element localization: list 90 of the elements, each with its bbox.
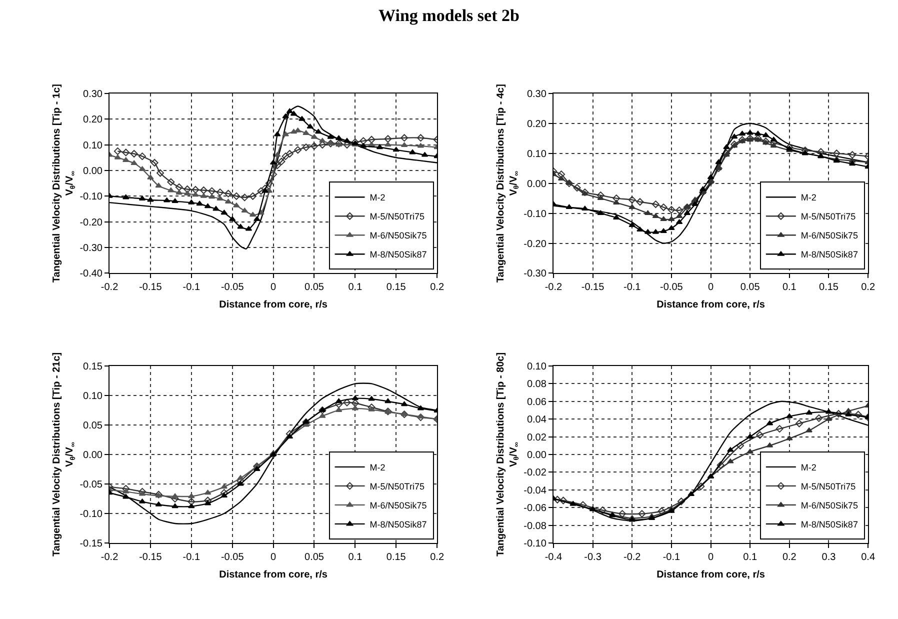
legend-label: M-5/N50Tri75	[370, 481, 424, 492]
y-tick-label: -0.30	[80, 243, 103, 254]
y-tick-label: 0.30	[83, 88, 103, 100]
y-tick-label: 0.02	[526, 432, 547, 444]
x-tick-label: -0.2	[623, 552, 642, 563]
y-tick-label: -0.08	[524, 520, 547, 532]
x-axis-title: Distance from core, r/s	[656, 300, 766, 311]
x-tick-label: -0.1	[182, 552, 200, 563]
x-tick-label: 0.1	[348, 282, 363, 294]
x-tick-label: -0.1	[623, 282, 642, 294]
legend-label: M-5/N50Tri75	[800, 481, 856, 492]
x-tick-label: 0.1	[782, 282, 797, 294]
y-tick-label: 0.00	[526, 178, 547, 190]
y-tick-label: 0.20	[526, 118, 547, 130]
x-axis-title: Distance from core, r/s	[656, 569, 766, 580]
x-tick-label: 0	[708, 282, 714, 294]
legend-label: M-2	[800, 192, 816, 203]
x-tick-label: -0.2	[100, 282, 119, 294]
x-tick-label: -0.15	[139, 282, 162, 294]
x-tick-label: 0	[270, 282, 277, 294]
y-tick-label: -0.40	[80, 268, 103, 280]
x-axis-title: Distance from core, r/s	[219, 300, 328, 311]
x-tick-label: 0.05	[304, 552, 324, 563]
y-tick-label: 0.04	[526, 414, 547, 426]
y-tick-label: -0.05	[80, 479, 103, 490]
y-tick-label: 0.00	[526, 450, 547, 461]
x-tick-label: -0.1	[662, 552, 680, 563]
y-tick-label: 0.30	[526, 88, 547, 100]
x-tick-label: -0.15	[139, 552, 162, 563]
y-tick-label: -0.06	[524, 503, 547, 514]
x-tick-label: 0	[270, 552, 277, 563]
legend-label: M-2	[370, 192, 386, 203]
legend-label: M-6/N50Sik75	[800, 230, 858, 241]
y-tick-label: 0.06	[526, 396, 547, 408]
chart-title: Wing models set 2b	[378, 6, 520, 26]
y-tick-label: 0.15	[83, 361, 103, 372]
y-tick-label: -0.15	[80, 538, 103, 550]
legend-label: M-6/N50Sik75	[370, 500, 427, 510]
x-axis-title: Distance from core, r/s	[219, 569, 328, 580]
x-tick-label: 0.2	[782, 552, 797, 563]
legend-label: M-5/N50Tri75	[370, 212, 424, 222]
x-tick-label: 0	[708, 552, 714, 563]
y-tick-label: 0.10	[83, 390, 103, 402]
legend-label: M-2	[370, 462, 386, 472]
y-tick-label: -0.10	[524, 208, 547, 220]
x-tick-label: -0.4	[544, 552, 562, 563]
legend-label: M-8/N50Sik87	[370, 250, 427, 260]
x-tick-label: -0.05	[220, 552, 244, 563]
x-tick-label: 0.2	[861, 282, 876, 294]
x-tick-label: -0.15	[581, 282, 605, 294]
y-tick-label: 0.00	[83, 450, 103, 461]
y-tick-label: -0.10	[524, 538, 547, 550]
x-tick-label: 0.1	[743, 552, 758, 563]
x-tick-label: 0.15	[819, 282, 839, 294]
y-tick-label: -0.10	[80, 508, 103, 520]
x-tick-label: 0.15	[386, 282, 406, 294]
legend-label: M-6/N50Sik75	[800, 500, 858, 510]
x-tick-label: -0.05	[660, 282, 684, 294]
x-tick-label: 0.05	[304, 282, 324, 294]
x-tick-label: 0.05	[740, 282, 760, 294]
y-tick-label: -0.02	[524, 468, 547, 479]
y-tick-label: 0.10	[526, 148, 547, 160]
legend-label: M-5/N50Tri75	[800, 212, 856, 222]
legend-label: M-8/N50Sik87	[800, 519, 858, 530]
x-tick-label: -0.1	[182, 282, 200, 294]
y-tick-label: 0.20	[83, 114, 103, 126]
y-tick-label: -0.20	[80, 217, 103, 228]
x-tick-label: 0.2	[430, 282, 444, 294]
y-tick-label: -0.04	[524, 485, 547, 496]
legend-label: M-8/N50Sik87	[370, 519, 427, 530]
y-tick-label: 0.05	[83, 420, 103, 432]
legend-label: M-8/N50Sik87	[800, 250, 858, 260]
x-tick-label: -0.05	[220, 282, 244, 294]
y-tick-label: 0.08	[526, 379, 547, 390]
legend-label: M-6/N50Sik75	[370, 230, 427, 241]
y-tick-label: -0.20	[524, 238, 547, 250]
y-tick-label: 0.10	[83, 140, 103, 152]
x-tick-label: 0.4	[861, 552, 876, 563]
y-tick-label: 0.10	[526, 361, 547, 372]
x-tick-label: 0.3	[822, 552, 836, 563]
x-tick-label: 0.1	[348, 552, 363, 563]
x-tick-label: -0.2	[544, 282, 562, 294]
y-tick-label: -0.10	[80, 192, 103, 203]
x-tick-label: -0.3	[584, 552, 602, 563]
y-tick-label: -0.30	[524, 268, 547, 280]
y-tick-label: 0.00	[83, 166, 103, 177]
legend-label: M-2	[800, 462, 816, 472]
x-tick-label: 0.2	[430, 552, 444, 563]
x-tick-label: 0.15	[386, 552, 406, 563]
x-tick-label: -0.2	[100, 552, 119, 563]
